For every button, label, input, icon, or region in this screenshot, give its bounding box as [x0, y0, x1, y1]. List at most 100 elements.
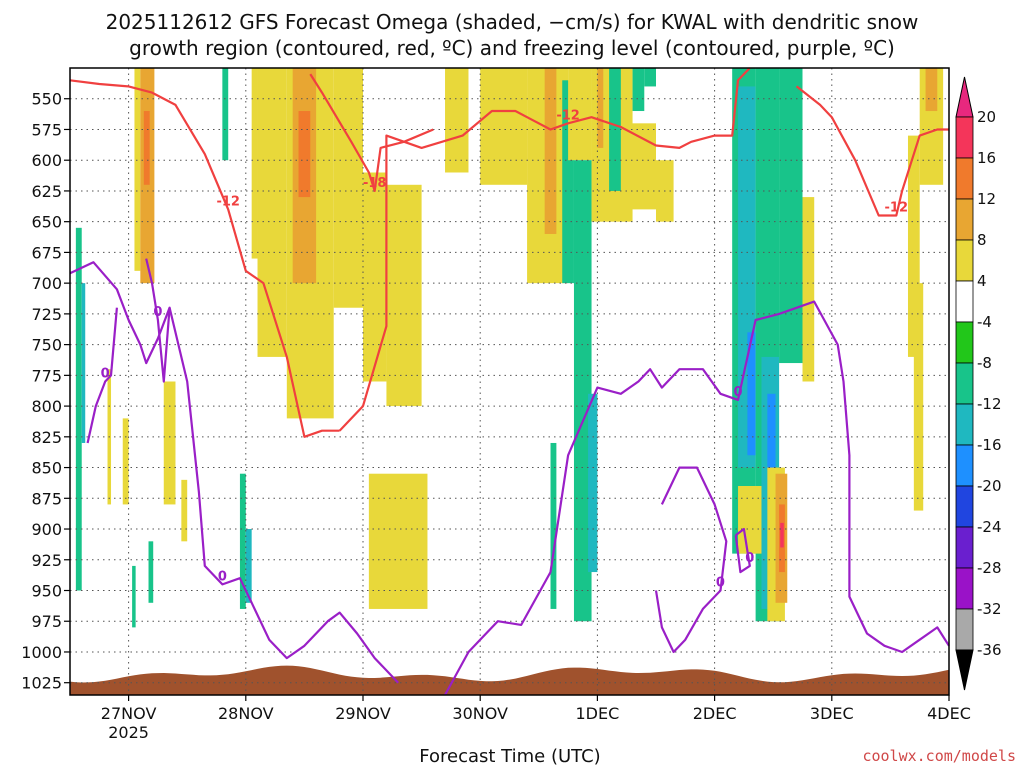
- omega-shade-8: [122, 418, 129, 505]
- y-tick-label-575: 575: [31, 120, 62, 139]
- dgz-contour-label-0: -18: [363, 176, 387, 191]
- x-tick-label-3DEC: 3DEC: [810, 704, 854, 723]
- y-tick-label-625: 625: [31, 182, 62, 201]
- y-tick-label-900: 900: [31, 520, 62, 539]
- colorbar-label--4: -4: [977, 313, 992, 331]
- y-tick-label-775: 775: [31, 366, 62, 385]
- dgz-contour-segment-1: [338, 67, 751, 432]
- colorbar-swatch-12: [955, 608, 974, 651]
- omega-shade-37: [644, 68, 656, 87]
- freezing-contour-segment-0: [69, 261, 399, 684]
- colorbar-label--36: -36: [977, 641, 1002, 659]
- omega-shade-50: [780, 522, 784, 548]
- colorbar-label--24: -24: [977, 518, 1002, 536]
- omega-shade-36: [632, 68, 645, 112]
- x-tick-label-28NOV: 28NOV: [218, 704, 274, 723]
- y-tick-label-675: 675: [31, 243, 62, 262]
- y-tick-label-875: 875: [31, 489, 62, 508]
- y-axis: 550 575 600 625 650 675 700 725 750 775 800 825 850 8…: [21, 90, 70, 693]
- colorbar-swatch-8: [955, 444, 974, 487]
- omega-shade-45: [779, 68, 803, 364]
- y-tick-label-650: 650: [31, 213, 62, 232]
- colorbar-swatch-4: [955, 280, 974, 323]
- y-tick-label-825: 825: [31, 428, 62, 447]
- colorbar-swatch-2: [955, 198, 974, 241]
- omega-shade-6: [132, 565, 136, 628]
- plot-frame: [69, 67, 950, 696]
- y-tick-label-925: 925: [31, 551, 62, 570]
- omega-shade-18: [298, 111, 311, 198]
- freezing-contour-segment-3: [145, 258, 171, 383]
- y-tick-label-850: 850: [31, 459, 62, 478]
- omega-shade-0: [75, 227, 82, 591]
- omega-shade-3: [134, 68, 141, 271]
- omega-shade-11: [222, 68, 229, 161]
- colorbar-swatch-6: [955, 362, 974, 405]
- colorbar-label-4: 4: [977, 272, 987, 290]
- colorbar-swatch-7: [955, 403, 974, 446]
- terrain-fill: [70, 665, 949, 695]
- dgz-contour-segment-0: [69, 79, 340, 438]
- y-tick-label-1025: 1025: [21, 674, 62, 693]
- x-axis-title: Forecast Time (UTC): [419, 746, 600, 767]
- x-tick-label-4DEC: 4DEC: [927, 704, 971, 723]
- dgz-contours: -12 -12 -12 -18: [69, 67, 949, 438]
- terrain: [70, 665, 949, 695]
- omega-shade-22: [368, 473, 428, 609]
- freezing-contour-segment-4: [654, 466, 728, 654]
- x-tick-sublabel-27NOV: 2025: [108, 723, 149, 742]
- colorbar-bottom-arrow: [955, 649, 974, 691]
- freezing-contour-label-3: 0: [153, 305, 162, 320]
- colorbar-swatch-3: [955, 239, 974, 282]
- chart-title-line-1: 2025112612 GFS Forecast Omega (shaded, −…: [106, 10, 919, 34]
- dgz-contour-segment-0: [309, 73, 434, 192]
- credit-text: coolwx.com/models: [862, 747, 1016, 765]
- y-tick-label-975: 975: [31, 612, 62, 631]
- colorbar: 20 16 12 8 4 -4 -8 -12 -16 -20 -24 -28 -32 -36: [955, 76, 1002, 691]
- omega-shade-28: [568, 68, 592, 161]
- omega-shade-20: [363, 172, 387, 382]
- omega-shade-52: [907, 135, 920, 357]
- colorbar-swatch-5: [955, 321, 974, 364]
- colorbar-label--12: -12: [977, 395, 1002, 413]
- colorbar-label-16: 16: [977, 149, 996, 167]
- omega-shade-55: [925, 68, 938, 112]
- freezing-contours: 0 0 0 0 0 0: [69, 258, 950, 696]
- colorbar-swatch-11: [955, 567, 974, 610]
- omega-shade-27: [562, 80, 574, 284]
- freezing-contour-label-4: 0: [716, 576, 725, 591]
- freezing-contour-label-5: 0: [745, 551, 754, 566]
- dgz-contour-label-2: -12: [885, 201, 909, 216]
- colorbar-label--20: -20: [977, 477, 1002, 495]
- omega-shade-51: [738, 486, 762, 554]
- y-tick-label-800: 800: [31, 397, 62, 416]
- omega-shade-24: [480, 68, 528, 185]
- omega-shade-34: [620, 123, 656, 210]
- y-tick-label-550: 550: [31, 90, 62, 109]
- colorbar-label--8: -8: [977, 354, 992, 372]
- omega-shade-14: [251, 68, 258, 259]
- omega-shade-1: [81, 283, 86, 443]
- colorbar-label--16: -16: [977, 436, 1002, 454]
- omega-shade-23: [445, 68, 469, 173]
- colorbar-swatch-0: [955, 116, 974, 159]
- colorbar-label--28: -28: [977, 559, 1002, 577]
- colorbar-swatch-10: [955, 526, 974, 569]
- chart-title-line-2: growth region (contoured, red, ºC) and f…: [129, 36, 895, 60]
- omega-shade-53: [913, 283, 924, 511]
- y-tick-label-600: 600: [31, 151, 62, 170]
- omega-shade-13: [245, 529, 252, 603]
- x-tick-label-2DEC: 2DEC: [693, 704, 737, 723]
- y-tick-label-750: 750: [31, 336, 62, 355]
- colorbar-swatch-1: [955, 157, 974, 200]
- omega-shade-9: [163, 381, 176, 505]
- omega-shade-41: [747, 332, 756, 456]
- colorbar-top-arrow: [955, 76, 974, 118]
- colorbar-label-12: 12: [977, 190, 996, 208]
- y-tick-label-700: 700: [31, 274, 62, 293]
- omega-shade-5: [143, 111, 150, 185]
- freezing-contour-segment-5: [734, 527, 751, 574]
- freezing-contour-label-1: 0: [734, 385, 743, 400]
